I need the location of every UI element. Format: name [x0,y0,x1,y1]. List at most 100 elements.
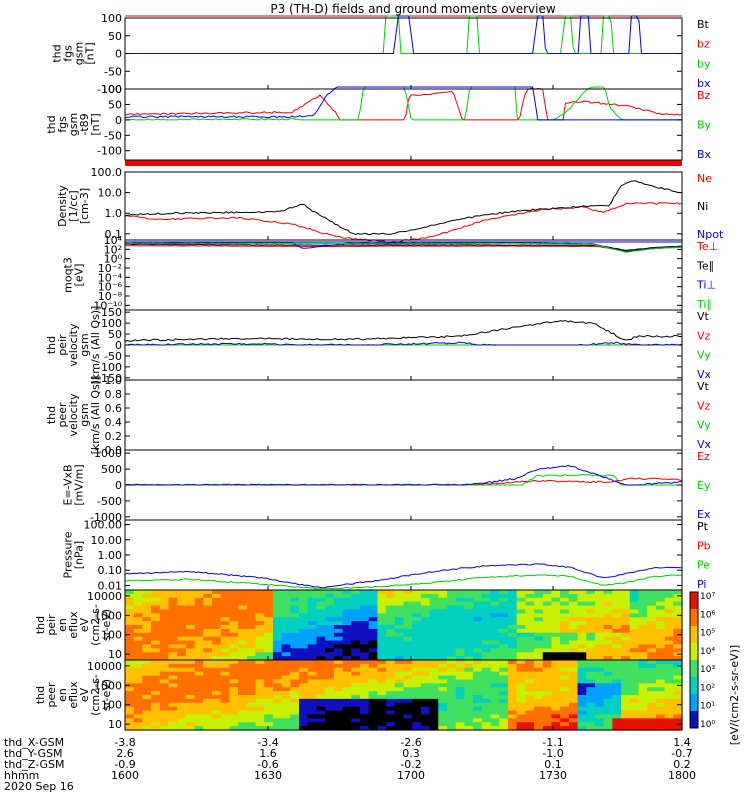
colorbar-tick-label: 10¹ [700,702,715,712]
heatmap-cell [655,679,666,684]
heatmap-cell [159,605,170,611]
heatmap-cell [551,726,561,731]
heatmap-cell [386,656,396,661]
heatmap-cell [264,628,274,634]
heatmap-cell [229,687,239,692]
heatmap-cell [133,710,144,716]
heatmap-cell [194,656,204,661]
heatmap-cell [464,617,474,622]
heatmap-cell [177,687,187,692]
heatmap-cell [568,597,579,603]
heatmap-cell [229,714,239,719]
heatmap-cell [307,683,318,688]
heatmap-cell [316,710,326,716]
heatmap-cell [464,714,474,719]
heatmap-cell [481,593,492,599]
y-axis-label-line: en [56,618,69,632]
heatmap-cell [246,687,257,692]
heatmap-cell [394,726,405,731]
y-tick-label: 0.0 [105,444,123,457]
heatmap-cell [316,714,326,719]
heatmap-cell [481,652,492,657]
heatmap-cell [177,702,187,708]
heatmap-cell [612,714,622,719]
heatmap-cell [386,679,396,684]
heatmap-cell [507,695,518,700]
heatmap-cell [551,675,561,681]
heatmap-cell [133,613,144,618]
heatmap-cell [464,609,474,614]
heatmap-cell [194,687,204,692]
heatmap-cell [203,702,213,708]
heatmap-cell [560,702,570,708]
heatmap-cell [255,628,265,634]
heatmap-cell [220,671,231,677]
heatmap-cell [142,710,152,716]
heatmap-cell [638,656,648,661]
heatmap-cell [299,718,309,723]
heatmap-cell [455,593,466,599]
heatmap-cell [359,593,370,599]
heatmap-cell [229,613,239,618]
heatmap-cell [246,617,257,622]
heatmap-cell [403,605,413,611]
heatmap-cell [299,679,309,684]
heatmap-cell [386,601,396,607]
heatmap-cell [299,609,309,614]
heatmap-cell [481,687,492,692]
heatmap-cell [351,683,361,688]
heatmap-cell [394,617,405,622]
heatmap-cell [394,722,405,727]
heatmap-cell [525,590,535,595]
heatmap-cell [377,652,387,657]
heatmap-cell [473,722,483,727]
heatmap-cell [351,660,361,665]
heatmap-cell [473,695,483,700]
heatmap-cell [655,663,666,669]
heatmap-cell [151,667,161,673]
heatmap-cell [403,593,413,599]
heatmap-cell [333,679,344,684]
heatmap-cell [586,617,596,622]
heatmap-cell [333,671,344,677]
y-axis-label-line: (cm2-s- [89,674,102,716]
heatmap-cell [264,679,274,684]
heatmap-cell [542,628,553,634]
heatmap-cell [229,656,239,661]
x-tick-label: -0.6 [257,758,278,771]
heatmap-cell [133,644,144,649]
heatmap-cell [325,652,335,657]
heatmap-cell [516,652,526,657]
heatmap-cell [281,722,291,727]
heatmap-cell [177,726,187,731]
heatmap-cell [447,613,457,618]
heatmap-cell [525,687,535,692]
heatmap-cell [568,613,579,618]
heatmap-cell [142,590,152,595]
heatmap-cell [455,601,466,607]
heatmap-cell [133,663,144,669]
heatmap-cell [212,613,222,618]
heatmap-cell [142,679,152,684]
heatmap-cell [568,621,579,626]
heatmap-cell [481,683,492,688]
heatmap-cell [281,695,291,700]
heatmap-cell [185,590,196,595]
heatmap-cell [255,663,265,669]
heatmap-cell [551,679,561,684]
heatmap-cell [212,628,222,634]
heatmap-cell [516,609,526,614]
heatmap-cell [299,714,309,719]
heatmap-cell [290,625,300,630]
panel-frame [124,659,683,731]
heatmap-cell [151,706,161,712]
panel-9: 10000100010010thdpeirenefluxeV(cm2-s-sr-… [34,589,683,661]
heatmap-cell [264,656,274,661]
heatmap-cell [377,718,387,723]
heatmap-cell [220,702,231,708]
heatmap-cell [377,656,387,661]
heatmap-cell [560,722,570,727]
heatmap-cell [299,621,309,626]
heatmap-cell [412,706,422,712]
heatmap-cell [612,613,622,618]
